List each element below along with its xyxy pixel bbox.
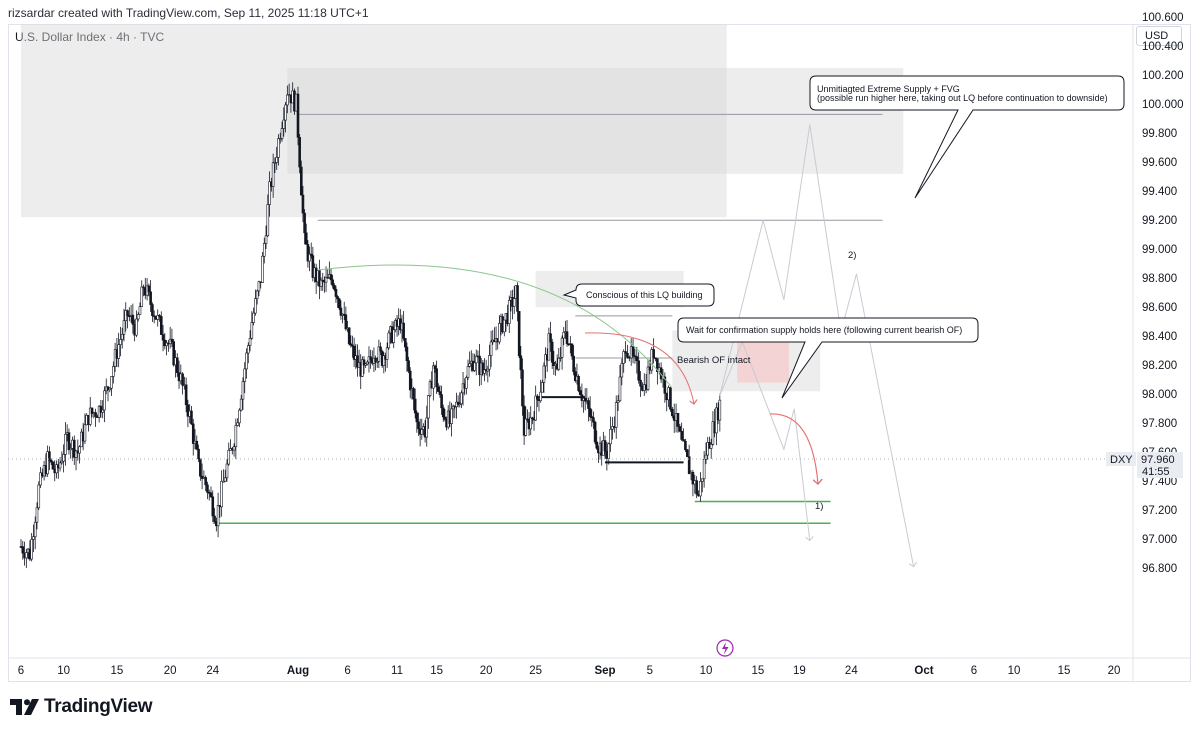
chart-caption: rizsardar created with TradingView.com, … — [8, 6, 369, 20]
price-tick-label: 100.600 — [1142, 12, 1184, 24]
chart-frame — [8, 24, 1191, 682]
currency-button[interactable]: USD — [1136, 26, 1182, 46]
tradingview-logo-icon — [10, 699, 39, 715]
tradingview-logo[interactable]: TradingView — [10, 696, 153, 718]
tradingview-logo-text: TradingView — [44, 696, 153, 717]
symbol-title[interactable]: U.S. Dollar Index · 4h · TVC — [15, 30, 165, 44]
